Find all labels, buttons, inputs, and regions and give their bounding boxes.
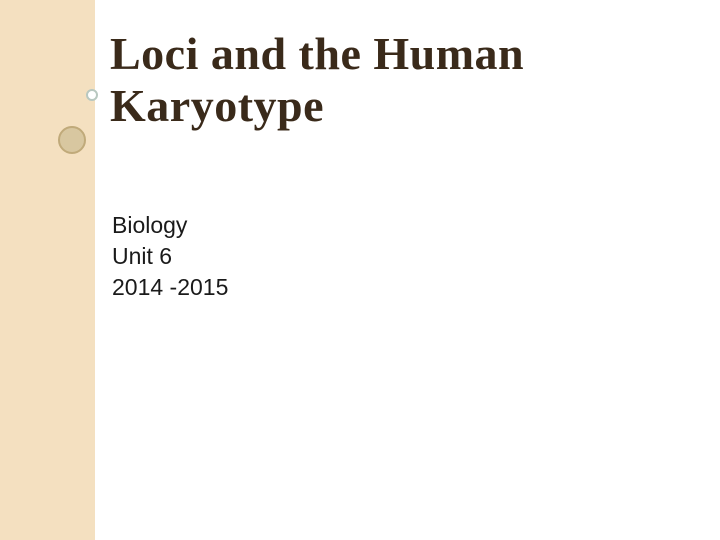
- decoration-circle-small: [86, 89, 98, 101]
- slide-subtitle: Biology Unit 6 2014 -2015: [112, 210, 228, 303]
- slide-title: Loci and the Human Karyotype: [110, 28, 670, 131]
- left-accent-band: [0, 0, 95, 540]
- subtitle-line-3: 2014 -2015: [112, 272, 228, 303]
- title-line-2: Karyotype: [110, 80, 670, 132]
- subtitle-line-1: Biology: [112, 210, 228, 241]
- decoration-circle-large: [58, 126, 86, 154]
- title-line-1: Loci and the Human: [110, 28, 670, 80]
- subtitle-line-2: Unit 6: [112, 241, 228, 272]
